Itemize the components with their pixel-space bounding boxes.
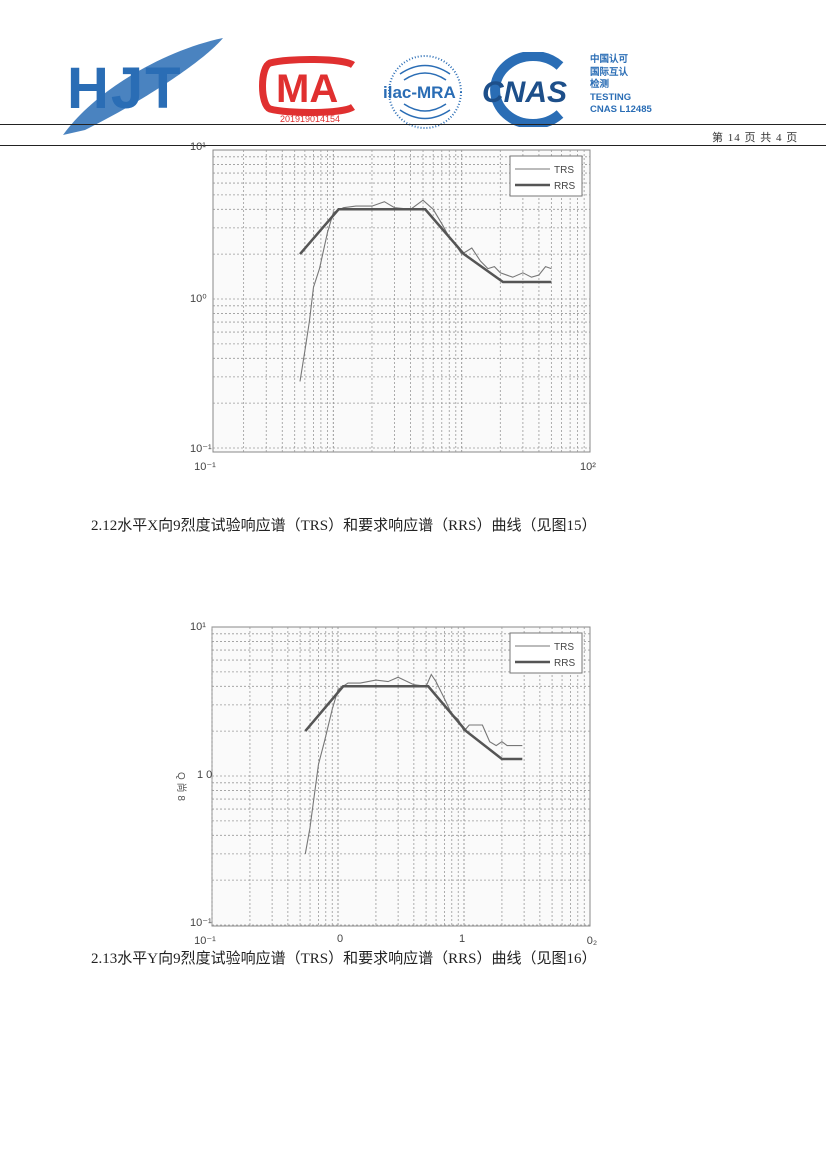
y-tick-label: 10¹ bbox=[190, 141, 206, 153]
chart-0: 10⁻¹ 10² 10¹ 10⁰ 10⁻¹ TRS RRS bbox=[190, 141, 596, 473]
series-trs-line bbox=[304, 673, 523, 854]
legend bbox=[509, 632, 583, 674]
y-tick-label: 10⁻¹ bbox=[190, 917, 212, 929]
cnas-line: CNAS L12485 bbox=[590, 104, 652, 115]
series-trs-line bbox=[299, 199, 552, 382]
cma-logo: MA bbox=[259, 56, 355, 116]
series-rrs-line bbox=[304, 685, 523, 761]
legend bbox=[509, 155, 583, 197]
cnas-accreditation-text: 中国认可 国际互认 检测 TESTING CNAS L12485 bbox=[590, 54, 652, 117]
y-tick-label: 10¹ bbox=[190, 621, 206, 633]
hjt-logo: HJT bbox=[63, 38, 223, 135]
plot-area bbox=[211, 626, 591, 927]
legend-label-rrs: RRS bbox=[554, 658, 575, 669]
ilac-mra-logo: ilac-MRA bbox=[383, 55, 462, 129]
cma-number: 201919014154 bbox=[280, 114, 341, 124]
x-tick-label: 0 bbox=[337, 933, 343, 945]
caption-figure-15: 2.12水平X向9烈度试验响应谱（TRS）和要求响应谱（RRS）曲线（见图15） bbox=[91, 518, 597, 534]
page-number: 第 14 页 共 4 页 bbox=[712, 132, 799, 144]
x-tick-label: 0₂ bbox=[587, 935, 597, 947]
x-tick-label: 10⁻¹ bbox=[194, 461, 216, 473]
svg-text:MA: MA bbox=[276, 67, 338, 111]
legend-label-trs: TRS bbox=[554, 642, 574, 653]
svg-text:HJT: HJT bbox=[67, 56, 183, 121]
series-rrs-line bbox=[299, 208, 552, 284]
caption-figure-16: 2.13水平Y向9烈度试验响应谱（TRS）和要求响应谱（RRS）曲线（见图16） bbox=[91, 951, 597, 967]
plot-area bbox=[212, 149, 591, 453]
y-tick-label: 10⁻¹ bbox=[190, 443, 212, 455]
ilac-text: ilac-MRA bbox=[383, 83, 456, 102]
chart-1: 10⁻¹ 0 1 0₂ 10¹ 1 0 10⁻¹ Q 尚 8 TRS RRS bbox=[175, 621, 597, 947]
x-tick-label: 1 bbox=[459, 933, 465, 945]
cnas-line: TESTING bbox=[590, 91, 632, 103]
x-tick-label: 10⁻¹ bbox=[194, 935, 216, 947]
y-axis-side-label: Q 尚 8 bbox=[175, 772, 188, 801]
header-divider bbox=[0, 145, 826, 146]
legend-label-rrs: RRS bbox=[554, 181, 575, 192]
y-tick-label: 1 0 bbox=[197, 769, 212, 781]
cnas-logo: CNAS bbox=[482, 52, 567, 127]
cnas-line: 检测 bbox=[590, 79, 610, 90]
legend-label-trs: TRS bbox=[554, 165, 574, 176]
svg-text:CNAS: CNAS bbox=[482, 76, 567, 109]
cnas-line: 中国认可 bbox=[590, 54, 629, 65]
y-tick-label: 10⁰ bbox=[190, 293, 207, 305]
x-tick-label: 10² bbox=[580, 461, 596, 473]
header-divider bbox=[0, 124, 826, 125]
cnas-line: 国际互认 bbox=[590, 66, 629, 78]
